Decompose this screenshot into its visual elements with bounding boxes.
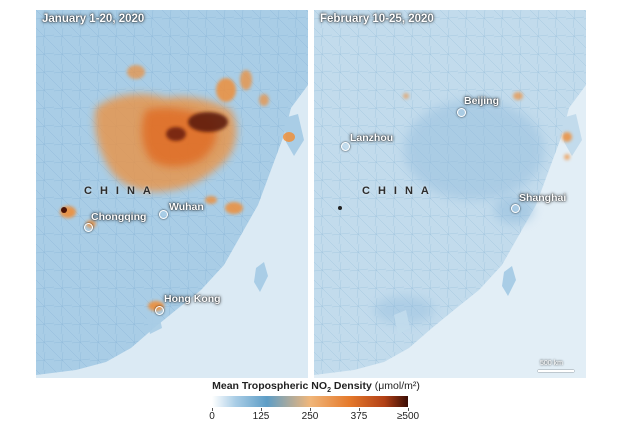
north-hotspot xyxy=(403,93,409,99)
seoul-hotspot xyxy=(562,132,572,142)
legend-tick-label: 250 xyxy=(301,411,319,422)
city-marker-beijing xyxy=(457,108,466,117)
legend-tick-label: 375 xyxy=(350,411,368,422)
map-january xyxy=(36,10,308,378)
taiwan xyxy=(502,266,516,296)
city-marker-wuhan xyxy=(159,210,168,219)
legend-tick-mark xyxy=(359,408,360,411)
city-label-chongqing: Chongqing xyxy=(91,211,147,223)
city-marker-lanzhou xyxy=(341,142,350,151)
city-label-hong-kong: Hong Kong xyxy=(164,293,221,305)
legend-tick-mark xyxy=(408,408,409,411)
country-label-china: CHINA xyxy=(362,185,437,197)
seoul-hotspot xyxy=(283,132,295,142)
legend-color-bar xyxy=(212,396,408,407)
city-label-wuhan: Wuhan xyxy=(169,201,204,213)
korea xyxy=(562,114,582,156)
legend-tick-mark xyxy=(212,408,213,411)
city-label-beijing: Beijing xyxy=(464,95,500,107)
map-panel-january: January 1-20, 2020 CHINA Chongqing Wuhan… xyxy=(36,10,308,378)
scale-bar xyxy=(538,370,574,372)
legend-title: Mean Tropospheric NO2 Density (μmol/m²) xyxy=(212,380,420,395)
map-february xyxy=(314,10,586,378)
panel-title-january: January 1-20, 2020 xyxy=(42,13,145,25)
legend-tick-mark xyxy=(261,408,262,411)
legend-tick-label: 125 xyxy=(252,411,270,422)
scale-bar-label: 500 km xyxy=(540,360,563,367)
city-marker-hong-kong xyxy=(155,306,164,315)
hainan xyxy=(394,310,410,334)
legend-tick-mark xyxy=(310,408,311,411)
no2-pollution-layer xyxy=(60,65,269,311)
legend-unit: (μmol/m²) xyxy=(374,380,420,392)
panel-title-february: February 10-25, 2020 xyxy=(320,13,434,25)
taiwan xyxy=(254,262,268,292)
city-label-shanghai: Shanghai xyxy=(519,192,567,204)
busan-hotspot xyxy=(564,154,570,160)
road-network xyxy=(36,10,308,375)
hainan xyxy=(146,310,162,334)
legend-tick-label: ≥500 xyxy=(396,411,420,422)
legend-tick-label: 0 xyxy=(209,411,215,422)
map-panel-february: February 10-25, 2020 CHINA Beijing Lanzh… xyxy=(314,10,586,378)
beijing-hotspot xyxy=(513,92,523,100)
city-marker-chongqing xyxy=(84,223,93,232)
country-label-china: CHINA xyxy=(84,185,159,197)
city-marker-shanghai xyxy=(511,204,520,213)
legend: Mean Tropospheric NO2 Density (μmol/m²) … xyxy=(196,380,436,440)
small-dark-spot xyxy=(338,206,342,210)
city-label-lanzhou: Lanzhou xyxy=(350,132,394,144)
